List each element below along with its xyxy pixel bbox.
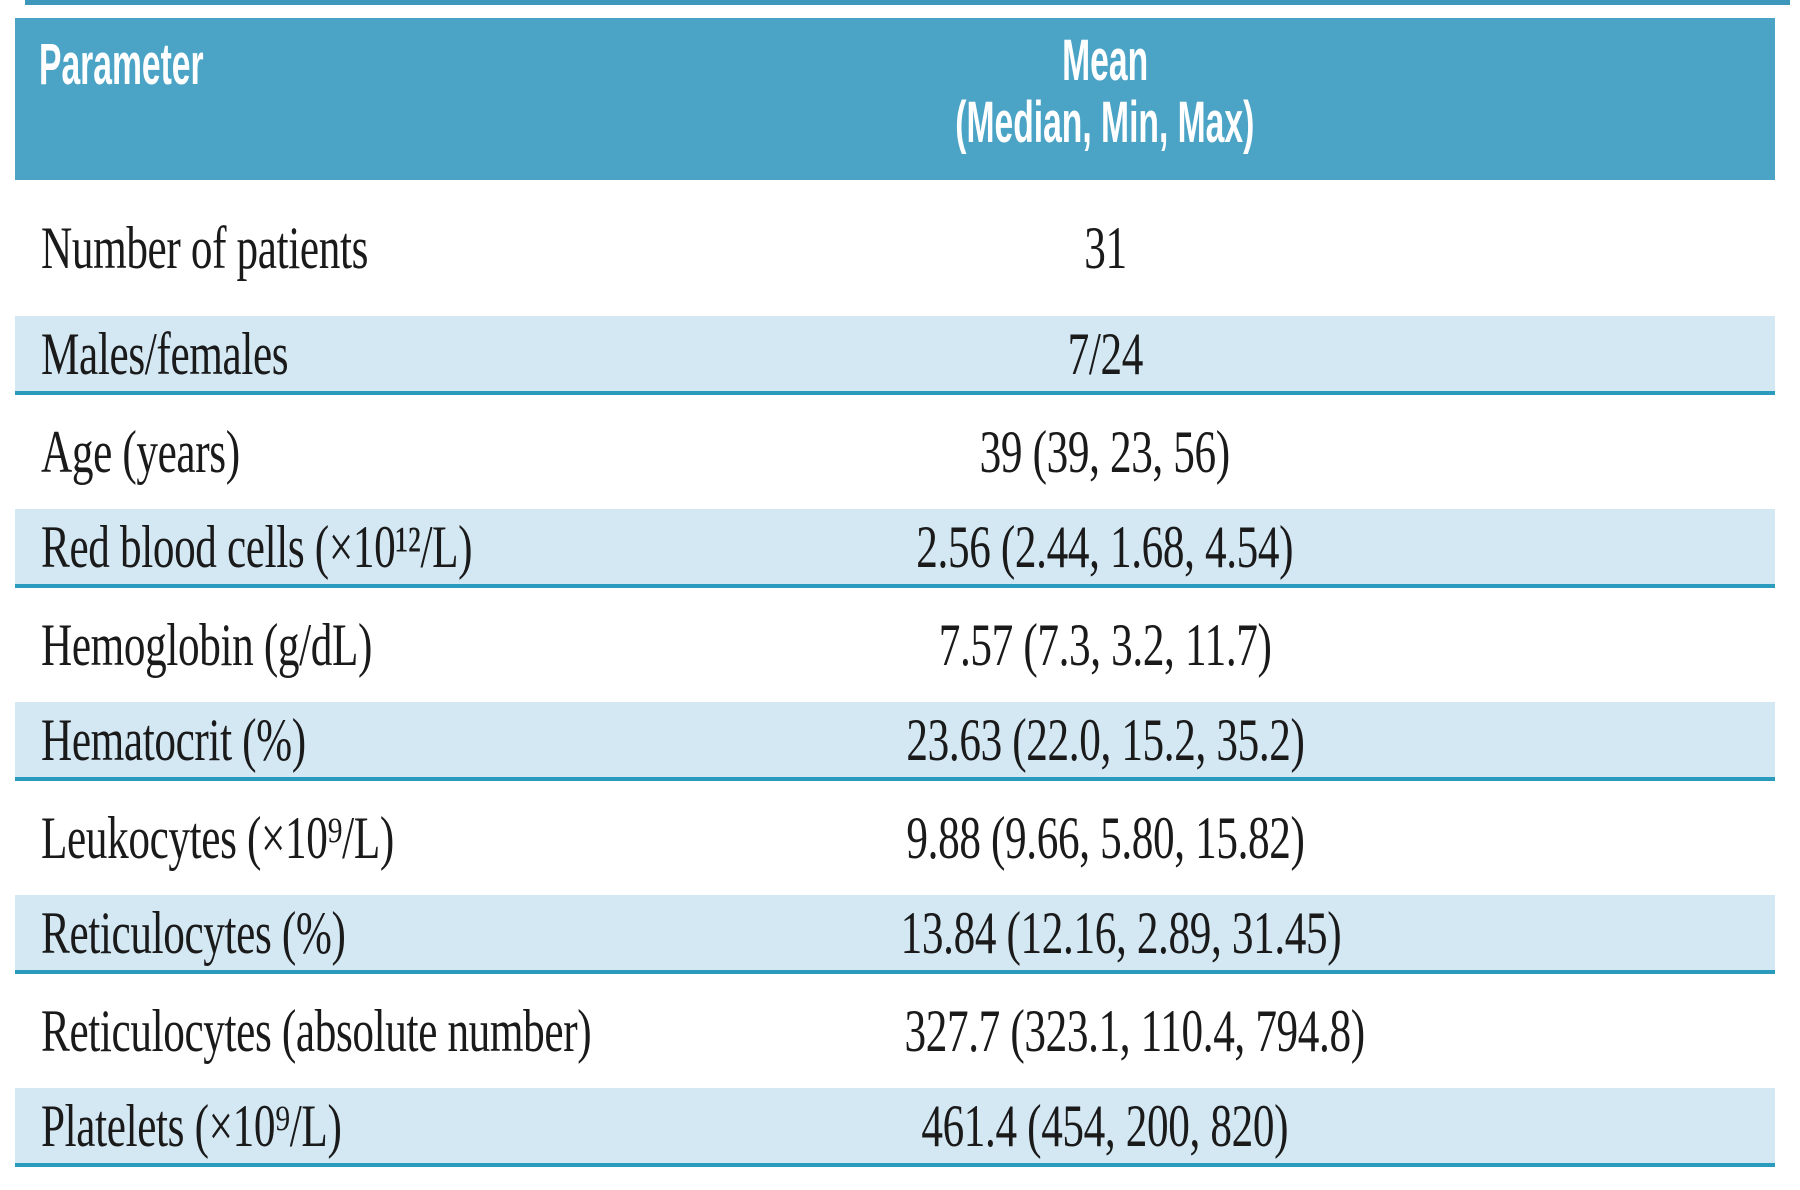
header-cell-mean: Mean (Median, Min, Max) [815, 18, 1395, 154]
patient-parameters-table: Parameter Mean (Median, Min, Max) Number… [15, 18, 1775, 1167]
value-text: 23.63 (22.0, 15.2, 35.2) [905, 706, 1305, 773]
parameter-label: Platelets (×10⁹/L) [41, 1092, 342, 1159]
parameter-cell: Reticulocytes (absolute number) [15, 1001, 815, 1061]
value-text: 9.88 (9.66, 5.80, 15.82) [905, 805, 1305, 871]
parameter-cell: Age (years) [15, 422, 815, 482]
value-cell: 13.84 (12.16, 2.89, 31.45) [815, 903, 1395, 963]
header-cell-parameter: Parameter [15, 18, 815, 96]
parameter-cell: Reticulocytes (%) [15, 903, 815, 963]
parameter-cell: Males/females [15, 324, 815, 384]
parameter-cell: Number of patients [15, 218, 815, 278]
table-row: Leukocytes (×10⁹/L) 9.88 (9.66, 5.80, 15.… [15, 781, 1775, 895]
table-row: Hematocrit (%) 23.63 (22.0, 15.2, 35.2) [15, 702, 1775, 781]
parameter-label: Males/females [41, 320, 289, 387]
value-text: 327.7 (323.1, 110.4, 794.8) [904, 998, 1365, 1064]
parameter-label: Hematocrit (%) [41, 706, 306, 773]
value-cell: 2.56 (2.44, 1.68, 4.54) [815, 517, 1395, 577]
value-cell: 7/24 [815, 324, 1395, 384]
value-text: 39 (39, 23, 56) [979, 419, 1231, 485]
header-label-mean-line2: (Median, Min, Max) [955, 90, 1255, 155]
table-row: Reticulocytes (absolute number) 327.7 (32… [15, 974, 1775, 1088]
value-text: 461.4 (454, 200, 820) [921, 1092, 1289, 1159]
parameter-label: Reticulocytes (absolute number) [41, 998, 592, 1064]
parameter-label: Red blood cells (×10¹²/L) [41, 513, 473, 580]
value-cell: 461.4 (454, 200, 820) [815, 1096, 1395, 1156]
parameter-label: Age (years) [41, 419, 240, 485]
parameter-label: Hemoglobin (g/dL) [41, 612, 373, 678]
value-cell: 31 [815, 218, 1395, 278]
table-header-row: Parameter Mean (Median, Min, Max) [15, 18, 1775, 180]
table-row: Males/females 7/24 [15, 316, 1775, 395]
parameter-cell: Platelets (×10⁹/L) [15, 1096, 815, 1156]
value-text: 7.57 (7.3, 3.2, 11.7) [938, 612, 1272, 678]
value-text: 13.84 (12.16, 2.89, 31.45) [900, 899, 1342, 966]
value-text: 2.56 (2.44, 1.68, 4.54) [916, 513, 1294, 580]
table-row: Number of patients 31 [15, 180, 1775, 316]
parameter-cell: Leukocytes (×10⁹/L) [15, 808, 815, 868]
parameter-cell: Red blood cells (×10¹²/L) [15, 517, 815, 577]
parameter-label: Reticulocytes (%) [41, 899, 346, 966]
value-text: 7/24 [1067, 320, 1143, 387]
value-cell: 9.88 (9.66, 5.80, 15.82) [815, 808, 1395, 868]
parameter-label: Number of patients [41, 215, 369, 281]
table-body: Number of patients 31 Males/females 7/24 Age… [15, 180, 1775, 1167]
table-row: Red blood cells (×10¹²/L) 2.56 (2.44, 1.6… [15, 509, 1775, 588]
header-label-mean-line1: Mean [1061, 28, 1148, 93]
parameter-cell: Hematocrit (%) [15, 710, 815, 770]
table-row: Platelets (×10⁹/L) 461.4 (454, 200, 820) [15, 1088, 1775, 1167]
value-cell: 39 (39, 23, 56) [815, 422, 1395, 482]
table-row: Age (years) 39 (39, 23, 56) [15, 395, 1775, 509]
value-text: 31 [1083, 215, 1127, 281]
parameter-label: Leukocytes (×10⁹/L) [41, 805, 394, 871]
header-label-parameter: Parameter [39, 32, 204, 97]
value-cell: 7.57 (7.3, 3.2, 11.7) [815, 615, 1395, 675]
value-cell: 327.7 (323.1, 110.4, 794.8) [815, 1001, 1395, 1061]
parameter-cell: Hemoglobin (g/dL) [15, 615, 815, 675]
table-row: Reticulocytes (%) 13.84 (12.16, 2.89, 31.… [15, 895, 1775, 974]
value-cell: 23.63 (22.0, 15.2, 35.2) [815, 710, 1395, 770]
table-top-rule [25, 0, 1790, 5]
table-row: Hemoglobin (g/dL) 7.57 (7.3, 3.2, 11.7) [15, 588, 1775, 702]
